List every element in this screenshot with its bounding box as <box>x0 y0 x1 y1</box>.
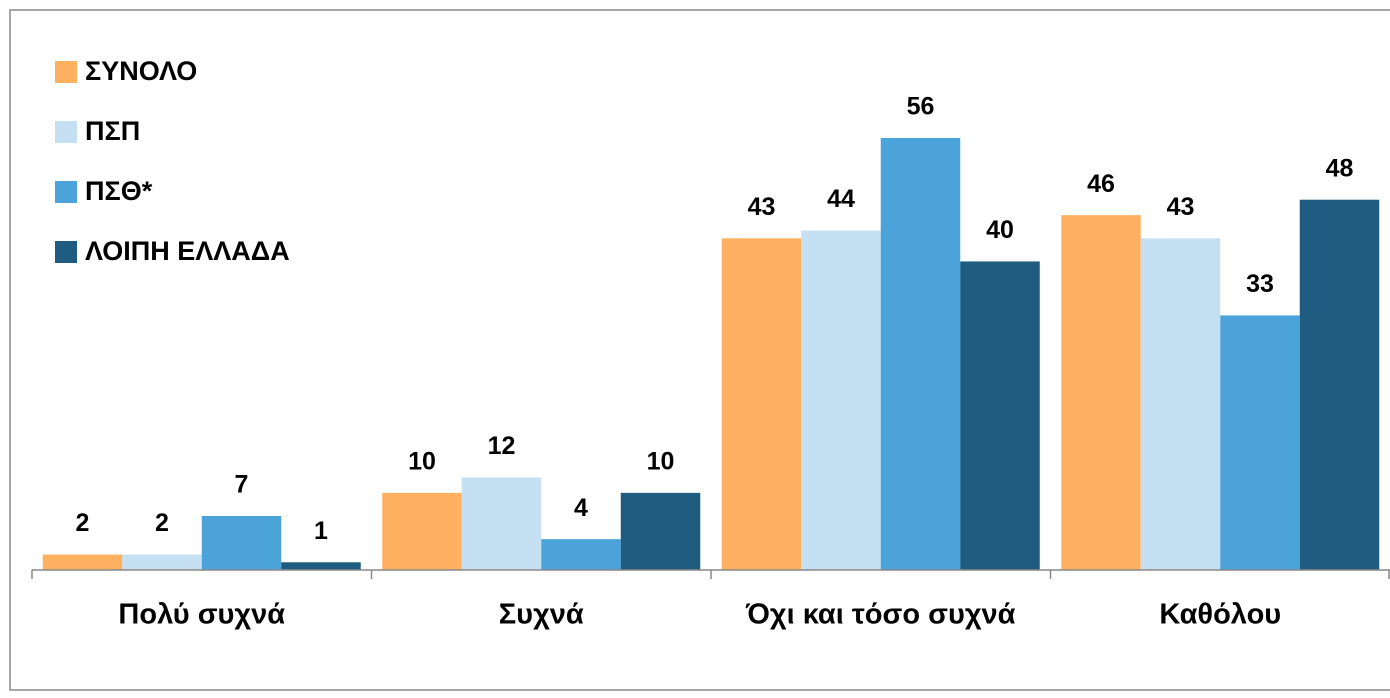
bar <box>1220 315 1300 570</box>
legend-label: ΠΣΠ <box>85 116 140 146</box>
bar <box>201 516 282 570</box>
x-tick-label: Όχι και τόσο συχνά <box>745 599 1016 631</box>
legend-swatch <box>55 241 77 263</box>
legend-swatch <box>55 121 77 143</box>
bar <box>42 554 123 570</box>
bar <box>801 230 881 571</box>
value-label: 43 <box>1167 193 1195 221</box>
value-label: 2 <box>155 509 169 537</box>
value-label: 1 <box>314 517 328 545</box>
legend-label: ΛΟΙΠΗ ΕΛΛΑΔΑ <box>85 236 290 266</box>
bar <box>382 492 462 570</box>
bar <box>1061 215 1141 570</box>
bar <box>960 261 1040 570</box>
legend-label: ΣΥΝΟΛΟ <box>85 56 197 86</box>
bar <box>721 238 802 571</box>
value-label: 46 <box>1087 170 1115 198</box>
bar <box>122 554 202 570</box>
legend-label: ΠΣΘ* <box>85 176 153 206</box>
value-label: 4 <box>574 494 588 522</box>
bar <box>461 477 542 570</box>
bar <box>281 562 361 570</box>
value-label: 12 <box>488 432 516 460</box>
bar <box>1140 238 1221 571</box>
legend-swatch <box>55 61 77 83</box>
bar <box>620 492 701 570</box>
value-label: 7 <box>235 471 249 499</box>
value-label: 33 <box>1246 270 1274 298</box>
legend-swatch <box>55 181 77 203</box>
value-label: 2 <box>76 509 90 537</box>
x-tick-label: Συχνά <box>499 599 584 631</box>
value-label: 10 <box>647 447 675 475</box>
x-tick-label: Πολύ συχνά <box>118 599 285 631</box>
value-label: 40 <box>986 216 1014 244</box>
value-label: 56 <box>907 93 935 121</box>
bar <box>541 539 621 570</box>
value-label: 48 <box>1326 154 1354 182</box>
bar <box>1299 199 1380 570</box>
x-tick-label: Καθόλου <box>1159 599 1281 631</box>
bar <box>880 138 961 570</box>
value-label: 44 <box>827 185 855 213</box>
value-label: 43 <box>748 193 776 221</box>
value-label: 10 <box>408 447 436 475</box>
